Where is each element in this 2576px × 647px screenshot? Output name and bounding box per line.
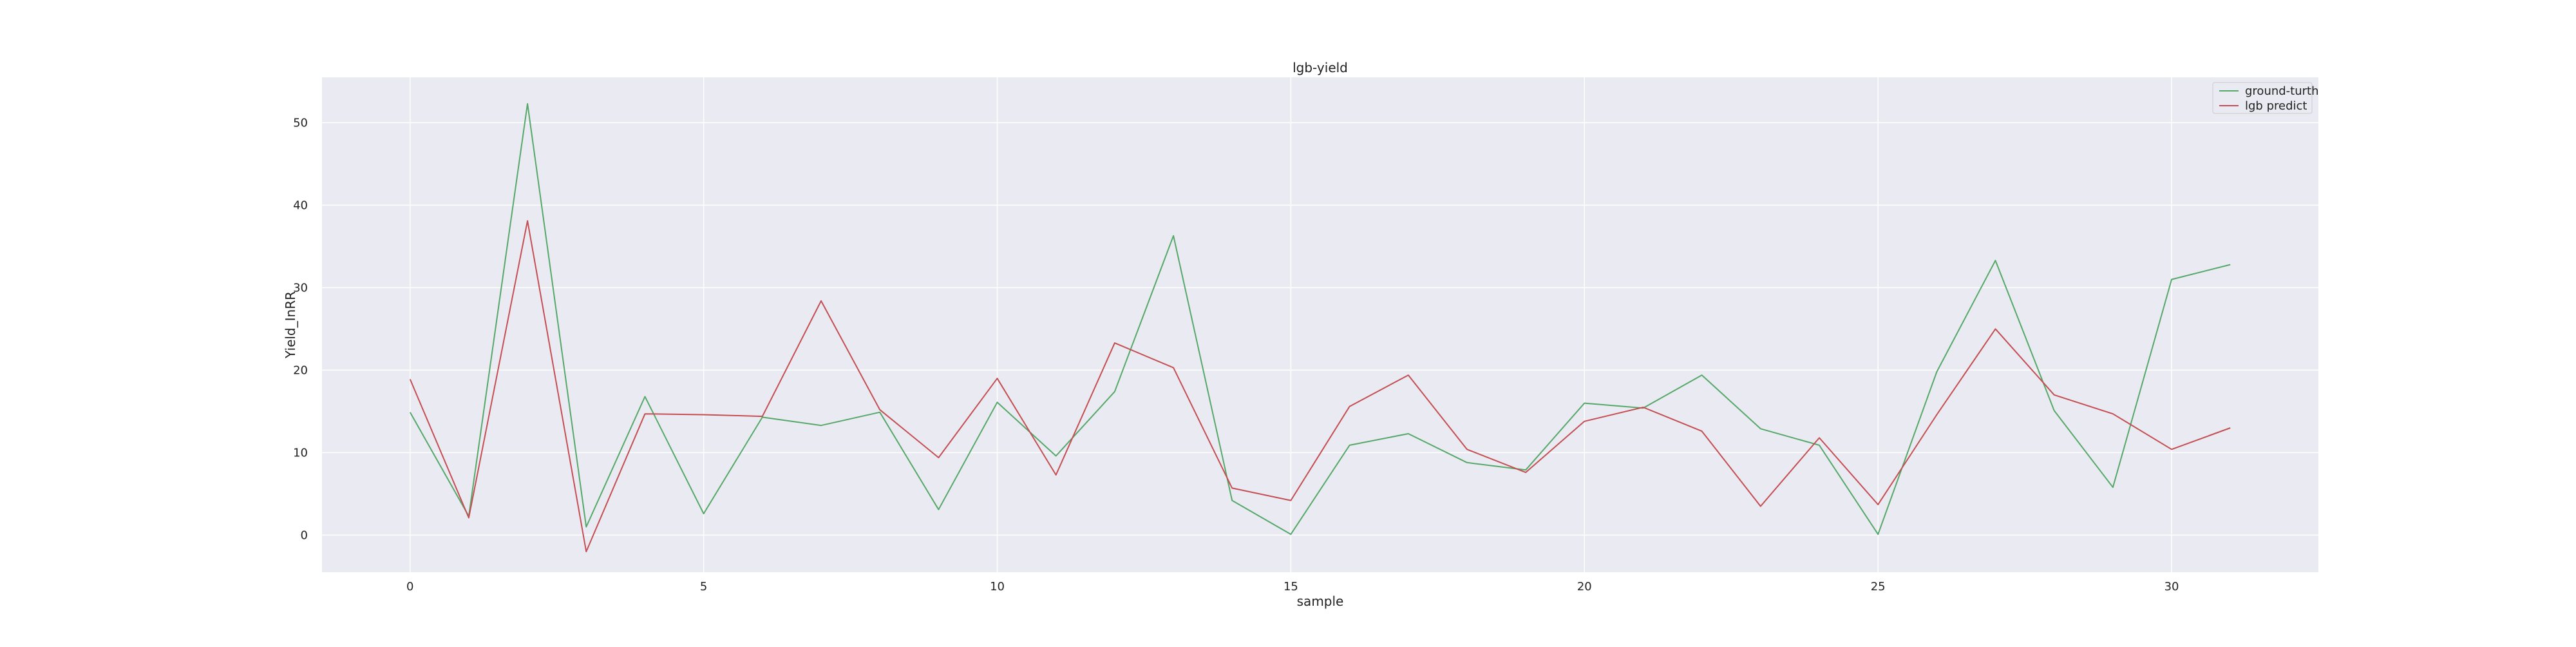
legend-label-lgb-predict: lgb predict [2245, 99, 2307, 113]
x-tick-label: 0 [406, 580, 413, 594]
series-line-ground-turth [409, 103, 2231, 536]
y-tick-label: 20 [293, 363, 308, 377]
x-axis-label: sample [1297, 594, 1344, 609]
y-tick-label: 10 [293, 446, 308, 459]
x-tick-label: 10 [990, 580, 1005, 594]
x-tick-label: 30 [2164, 580, 2179, 594]
series-lines [409, 103, 2231, 552]
series-line-lgb-predict [409, 220, 2231, 552]
y-tick-label: 40 [293, 198, 308, 212]
y-tick-label: 50 [293, 116, 308, 130]
x-tick-label: 25 [1871, 580, 1886, 594]
x-tick-label: 5 [700, 580, 707, 594]
legend-label-ground-turth: ground-turth [2245, 84, 2319, 98]
y-tick-label: 30 [293, 281, 308, 295]
x-tick-label: 15 [1283, 580, 1298, 594]
y-axis-label: Yield_InRR [283, 291, 298, 359]
plot-background [322, 77, 2318, 572]
x-tick-label: 20 [1577, 580, 1592, 594]
tick-labels: 0 5 10 15 20 25 30 0 10 20 30 40 50 [293, 116, 2179, 594]
legend: ground-turth lgb predict [2212, 82, 2319, 114]
chart-title: lgb-yield [1293, 60, 1348, 75]
y-tick-label: 0 [301, 528, 308, 542]
